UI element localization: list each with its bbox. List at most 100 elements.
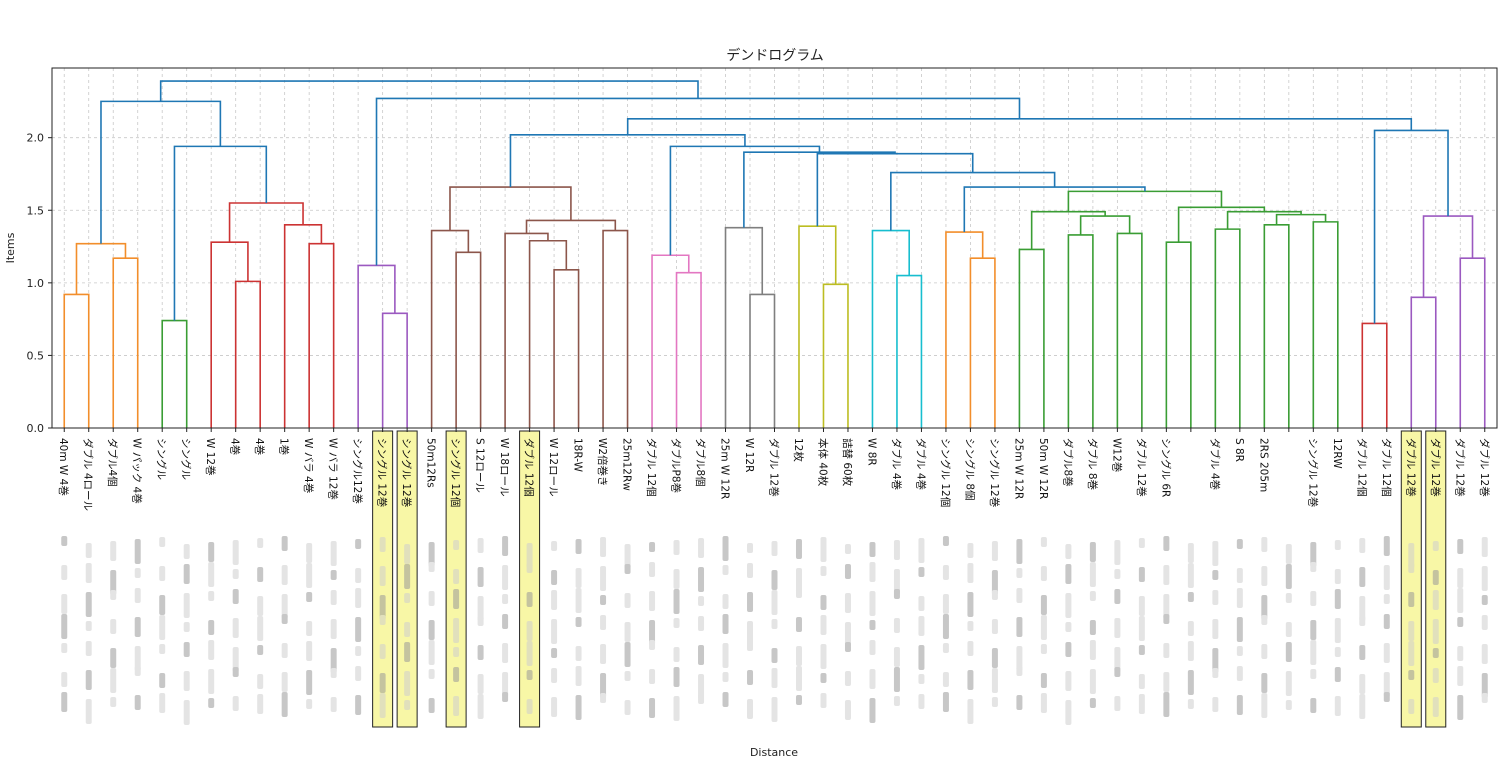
leaf-label: W バラ 4巻	[302, 438, 314, 494]
blurred-text	[1408, 543, 1415, 714]
dendrogram-link	[1079, 215, 1131, 235]
dendrogram-link	[822, 283, 849, 428]
dendrogram-link	[381, 312, 408, 428]
dendrogram-link	[1018, 248, 1045, 428]
dendrogram-link	[455, 251, 482, 428]
blurred-text	[477, 538, 484, 719]
leaf-label: 詰替 60枚	[841, 438, 854, 487]
leaf-label: W バラ 12巻	[327, 438, 339, 500]
dendrogram-link	[430, 229, 470, 428]
blurred-text	[379, 537, 386, 718]
y-tick-label: 0.0	[27, 422, 45, 435]
dendrogram-link	[75, 242, 127, 295]
dendrogram-link	[1361, 322, 1388, 428]
blurred-text	[61, 536, 68, 712]
blurred-text	[1383, 536, 1390, 702]
leaf-label: W 12ロール	[547, 438, 559, 497]
leaf-label: 12RW	[1331, 438, 1343, 469]
dendrogram-link	[1459, 257, 1486, 428]
leaf-label: 25m W 12R	[1012, 438, 1024, 499]
blurred-text	[869, 542, 876, 723]
leaf-label: ダブル8個	[694, 438, 707, 487]
blurred-text	[991, 541, 998, 707]
dendrogram-link	[945, 231, 984, 428]
blurred-text	[1163, 536, 1170, 717]
blurred-text	[208, 542, 215, 708]
y-tick-label: 0.5	[27, 349, 45, 362]
dendrogram-link	[602, 229, 629, 428]
blurred-text	[1187, 543, 1194, 709]
blurred-text	[673, 540, 680, 721]
leaf-label: W12巻	[1110, 438, 1122, 473]
leaf-label: ダブル 8巻	[1086, 438, 1099, 491]
leaf-label: W2倍巻き	[596, 438, 609, 487]
blurred-text	[1016, 539, 1023, 710]
leaf-label: 50m12Rs	[425, 438, 437, 488]
leaf-label: W 18ロール	[498, 438, 510, 497]
leaf-label: 12枚	[792, 438, 805, 462]
dendrogram-link	[504, 232, 549, 428]
dendrogram-link	[159, 80, 699, 102]
leaf-label: 4巻	[253, 438, 265, 456]
leaf-label: ダブル 4巻	[914, 438, 927, 491]
leaf-label: シングル 12個	[449, 438, 462, 507]
leaf-label: シングル 6R	[1159, 438, 1172, 497]
blurred-text	[1457, 539, 1464, 720]
dendrogram-link	[896, 274, 923, 428]
dendrogram-link	[669, 145, 821, 256]
leaf-label: シングル12巻	[351, 438, 364, 504]
blurred-text	[110, 541, 117, 707]
dendrogram-link	[553, 268, 580, 428]
leaf-label: ダブル4個	[106, 438, 119, 487]
leaf-label: 本体 40枚	[816, 438, 829, 487]
blurred-text	[306, 543, 313, 709]
leaf-label: S 12ロール	[474, 438, 486, 493]
dendrogram-links	[63, 80, 1486, 428]
dendrogram-link	[308, 242, 335, 428]
leaf-label: ダブル 12巻	[1404, 438, 1417, 497]
blurred-text	[159, 537, 166, 713]
blurred-text	[85, 543, 92, 724]
blurred-text	[526, 543, 533, 714]
dendrogram-link	[161, 319, 188, 428]
dendrogram-link	[357, 264, 396, 428]
x-axis-label: Distance	[750, 746, 798, 759]
blurred-text	[844, 544, 851, 720]
dendrogram-link	[749, 293, 776, 428]
blurred-text	[1334, 540, 1341, 716]
dendrogram-link	[1410, 296, 1437, 428]
dendrogram-link	[651, 254, 690, 428]
leaf-label: ダブル 12巻	[1135, 438, 1148, 497]
y-axis-label: Items	[4, 232, 17, 263]
blurred-text	[453, 540, 460, 716]
blurred-text	[1310, 542, 1317, 713]
blurred-text	[1481, 537, 1488, 703]
blurred-text	[967, 543, 974, 724]
dendrogram-link	[173, 145, 268, 321]
dendrogram-link	[1177, 206, 1266, 243]
dendrogram-link	[1275, 213, 1327, 225]
dendrogram-link	[449, 186, 572, 231]
leaf-label: ダブル8巻	[1061, 438, 1074, 487]
chart-title: デンドログラム	[726, 47, 824, 64]
blurred-text	[134, 539, 141, 710]
leaf-label: W 8R	[865, 438, 877, 466]
blurred-text	[1138, 538, 1145, 714]
leaf-label: 4巻	[229, 438, 241, 456]
leaf-label: ダブル 12巻	[768, 438, 781, 497]
blurred-text	[1089, 542, 1096, 708]
blurred-text	[918, 538, 925, 709]
blurred-text	[502, 536, 509, 702]
dendrogram-link	[528, 239, 568, 428]
dendrogram-link	[375, 97, 1021, 266]
dendrogram-link	[1067, 190, 1223, 212]
blurred-text	[771, 541, 778, 722]
leaf-label: シングル	[155, 438, 168, 480]
dendrogram-link	[816, 152, 974, 227]
leaf-label: 2RS 205m	[1257, 438, 1269, 492]
blurred-text	[551, 541, 558, 717]
leaf-label: シングル 12個	[939, 438, 952, 507]
dendrogram-link	[871, 229, 911, 428]
blurred-text	[600, 537, 607, 703]
blurred-text	[183, 544, 190, 725]
